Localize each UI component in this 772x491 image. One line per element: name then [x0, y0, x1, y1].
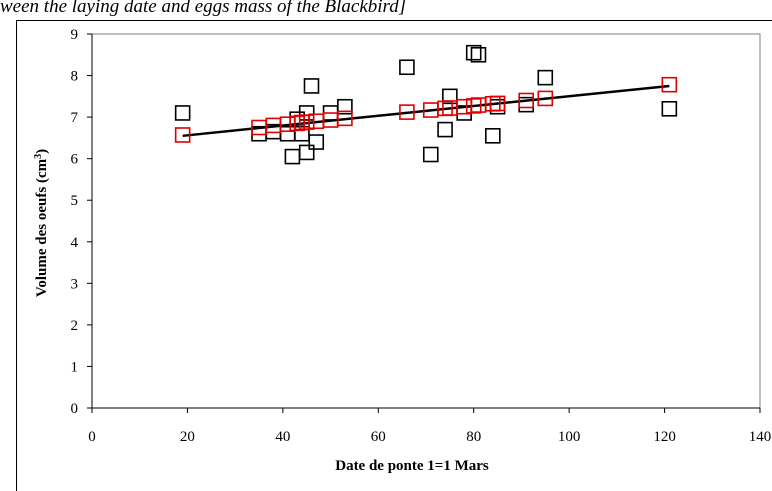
observed-point: [470, 46, 487, 63]
observed-point: [465, 44, 482, 61]
observed-point: [537, 69, 554, 86]
y-tick-label: 8: [71, 69, 79, 85]
x-tick-label: 100: [558, 429, 581, 445]
x-tick-label: 80: [466, 429, 481, 445]
x-tick-label: 20: [180, 429, 195, 445]
predicted-point: [537, 90, 554, 107]
observed-point: [308, 134, 325, 150]
predicted-point: [661, 76, 678, 93]
figure-caption: ween the laying date and eggs mass of th…: [0, 0, 407, 17]
observed-point: [422, 146, 439, 163]
y-tick-label: 5: [71, 193, 79, 209]
y-tick-label: 3: [71, 276, 79, 292]
x-tick-label: 140: [749, 429, 772, 445]
predicted-point: [298, 114, 315, 130]
observed-point: [484, 128, 501, 144]
y-tick-label: 6: [71, 152, 79, 168]
chart-frame: [16, 20, 772, 491]
x-axis-title: Date de ponte 1=1 Mars: [335, 458, 489, 474]
x-tick-label: 60: [371, 429, 386, 445]
observed-point: [174, 105, 191, 121]
observed-point: [437, 121, 453, 138]
observed-point: [284, 148, 301, 165]
x-tick-label: 40: [275, 429, 290, 445]
observed-point: [442, 88, 458, 105]
predicted-point: [399, 104, 415, 120]
observed-point: [298, 144, 315, 161]
y-tick-label: 9: [71, 27, 79, 43]
predicted-point: [289, 115, 305, 132]
predicted-point: [465, 98, 482, 114]
observed-point: [337, 98, 353, 115]
plot-area: [91, 33, 761, 409]
trend-line: [182, 84, 670, 138]
y-tick-label: 4: [71, 235, 79, 251]
predicted-point: [337, 110, 353, 127]
observed-point: [303, 78, 320, 94]
observed-point: [279, 125, 296, 142]
observed-point: [661, 101, 678, 117]
y-tick-label: 1: [71, 359, 79, 375]
y-tick-label: 7: [71, 110, 79, 126]
y-axis-title: Volume des oeufs (cm3): [33, 149, 51, 297]
observed-point: [399, 59, 415, 76]
predicted-point: [174, 127, 191, 143]
predicted-point: [489, 95, 506, 112]
observed-point: [294, 125, 310, 142]
predicted-point: [518, 92, 535, 109]
x-tick-label: 120: [653, 429, 676, 445]
x-tick-label: 0: [88, 429, 96, 445]
observed-point: [298, 105, 315, 121]
y-tick-label: 0: [71, 401, 79, 417]
y-tick-label: 2: [71, 318, 79, 334]
